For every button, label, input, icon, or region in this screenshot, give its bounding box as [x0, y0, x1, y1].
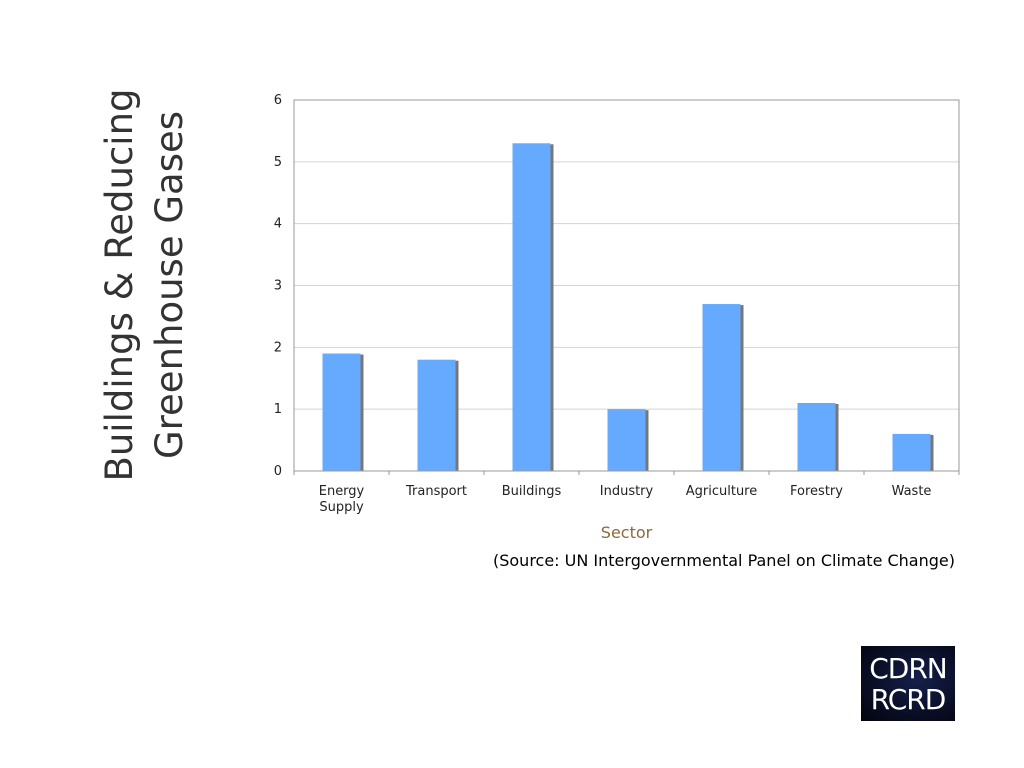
- logo-line-1: CDRN: [869, 652, 948, 685]
- bar: [892, 433, 931, 471]
- bar-chart: 0 1 2 3 4 5 6 Energy Supply Transport Buildings In…: [274, 93, 960, 542]
- bar: [417, 359, 456, 471]
- bar: [322, 353, 361, 471]
- ticks-layer: 0 1 2 3 4 5 6: [274, 93, 282, 479]
- x-category-label-line: Supply: [319, 500, 364, 515]
- y-tick-label: 5: [274, 155, 282, 170]
- grid-layer: [294, 161, 959, 410]
- source-note: (Source: UN Intergovernmental Panel on C…: [492, 551, 955, 570]
- category-labels: Energy Supply Transport Buildings Industry Ag…: [319, 484, 932, 515]
- x-category-label: Buildings: [502, 484, 562, 499]
- bar: [702, 304, 741, 471]
- x-category-label: Energy Supply: [319, 484, 365, 515]
- bars-layer: [322, 143, 934, 472]
- cdrn-logo: CDRN RCRD: [861, 646, 955, 721]
- bar: [797, 402, 836, 471]
- y-tick-label: 2: [274, 340, 282, 355]
- x-category-label-line: Transport: [405, 484, 467, 499]
- bar: [607, 409, 646, 471]
- y-tick-label: 6: [274, 93, 282, 108]
- x-category-label: Agriculture: [686, 484, 758, 499]
- x-category-label-line: Industry: [600, 484, 654, 499]
- x-category-label: Industry: [600, 484, 654, 499]
- x-category-label: Waste: [892, 484, 932, 499]
- x-category-label: Transport: [405, 484, 467, 499]
- axes-layer: [293, 99, 960, 475]
- x-category-label-line: Waste: [892, 484, 932, 499]
- y-tick-label: 1: [274, 402, 282, 417]
- x-category-label: Forestry: [790, 484, 843, 499]
- x-axis-title: Sector: [601, 523, 653, 542]
- plot-frame: [293, 99, 960, 472]
- y-tick-label: 0: [274, 464, 282, 479]
- x-category-label-line: Agriculture: [686, 484, 758, 499]
- y-tick-label: 3: [274, 279, 282, 294]
- x-category-label-line: Forestry: [790, 484, 843, 499]
- logo-line-2: RCRD: [870, 683, 947, 716]
- bar: [512, 143, 551, 472]
- x-category-label-line: Buildings: [502, 484, 562, 499]
- y-tick-label: 4: [274, 217, 282, 232]
- x-category-label-line: Energy: [319, 484, 365, 499]
